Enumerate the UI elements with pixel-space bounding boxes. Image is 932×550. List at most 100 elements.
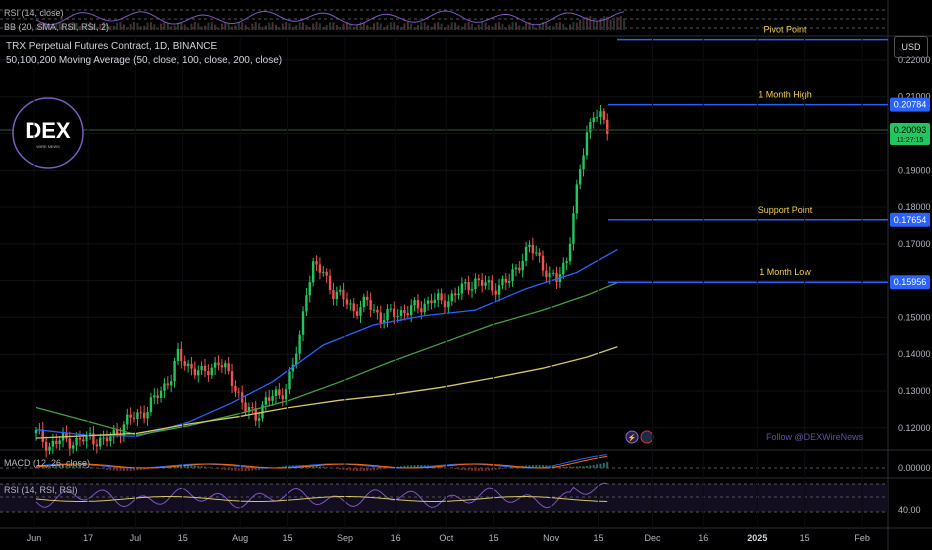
macd-histogram-bar bbox=[48, 466, 51, 468]
candle-body bbox=[82, 439, 85, 442]
top-pane-histogram-bar bbox=[35, 28, 37, 30]
candle-body bbox=[575, 184, 578, 214]
top-pane-histogram-bar bbox=[518, 25, 521, 30]
candle-body bbox=[112, 430, 115, 437]
candle-body bbox=[85, 434, 88, 442]
top-pane-histogram-bar bbox=[339, 26, 342, 30]
top-pane-histogram-bar bbox=[484, 22, 487, 30]
macd-histogram-bar bbox=[362, 468, 365, 471]
top-pane-histogram-bar bbox=[139, 26, 142, 30]
top-pane-histogram-bar bbox=[471, 23, 474, 30]
macd-histogram-bar bbox=[464, 468, 467, 471]
top-pane-histogram-bar bbox=[329, 22, 332, 30]
top-pane-histogram-bar bbox=[261, 26, 264, 30]
candle-body bbox=[322, 271, 325, 273]
price-tick-label: 0.22000 bbox=[898, 55, 931, 65]
top-pane-histogram-bar bbox=[207, 22, 210, 30]
top-pane-histogram-bar bbox=[193, 22, 196, 30]
top-pane-histogram-bar bbox=[575, 22, 578, 30]
rsi-label[interactable]: RSI (14, RSI, RSI) bbox=[4, 485, 78, 495]
ma-indicator-label[interactable]: 50,100,200 Moving Average (50, close, 10… bbox=[6, 55, 283, 66]
logo-text: DEX bbox=[25, 118, 71, 143]
top-pane-histogram-bar bbox=[305, 24, 308, 30]
top-rsi-label[interactable]: RSI (14, close) bbox=[4, 8, 64, 18]
candle-body bbox=[572, 213, 575, 244]
price-tick-label: 0.15000 bbox=[898, 312, 931, 322]
candle-body bbox=[362, 296, 366, 308]
top-pane-histogram-bar bbox=[538, 24, 541, 30]
time-tick-label: 2025 bbox=[747, 533, 767, 543]
top-pane-histogram-bar bbox=[508, 24, 511, 30]
candle-body bbox=[352, 303, 355, 312]
candle-body bbox=[156, 395, 159, 398]
macd-histogram-bar bbox=[481, 468, 484, 471]
candle-body bbox=[382, 320, 386, 323]
candle-body bbox=[491, 280, 494, 291]
time-tick-label: 15 bbox=[282, 533, 292, 543]
time-tick-label: Aug bbox=[232, 533, 248, 543]
candle-body bbox=[41, 429, 44, 442]
candles-group bbox=[34, 104, 609, 458]
last-price-countdown: 11:27:15 bbox=[897, 137, 924, 144]
level-price-tag-text: 0.17654 bbox=[894, 215, 927, 225]
time-tick-label: Jun bbox=[27, 533, 42, 543]
top-pane-histogram-bar bbox=[65, 27, 68, 30]
candle-body bbox=[146, 412, 149, 419]
top-pane-histogram-bar bbox=[75, 22, 78, 30]
top-pane-histogram-bar bbox=[440, 23, 443, 30]
top-pane-histogram-bar bbox=[220, 23, 223, 30]
candle-body bbox=[58, 440, 61, 444]
macd-histogram-bar bbox=[51, 465, 54, 468]
candle-body bbox=[136, 412, 139, 420]
top-pane-histogram-bar bbox=[295, 25, 298, 30]
macd-histogram-bar bbox=[383, 468, 386, 469]
top-bb-label[interactable]: BB (20, SMA, RSI, RSI, 2) bbox=[4, 22, 110, 32]
macd-histogram-bar bbox=[373, 468, 375, 471]
currency-button[interactable]: USD bbox=[894, 36, 928, 58]
candle-body bbox=[193, 368, 197, 376]
top-pane-histogram-bar bbox=[264, 25, 267, 30]
candle-body bbox=[524, 246, 528, 261]
macd-histogram-bar bbox=[460, 468, 463, 470]
last-price-tag bbox=[890, 123, 930, 146]
level-price-tag bbox=[890, 97, 930, 112]
macd-label[interactable]: MACD (12, 26, close) bbox=[4, 458, 91, 468]
macd-tick-label: 0.00000 bbox=[898, 463, 931, 473]
top-pane-histogram-bar bbox=[325, 25, 328, 30]
macd-histogram-bar bbox=[575, 466, 578, 468]
time-tick-label: Nov bbox=[543, 533, 560, 543]
top-pane-histogram-bar bbox=[413, 27, 416, 30]
top-pane-histogram-bar bbox=[393, 22, 396, 30]
macd-histogram-bar bbox=[454, 468, 457, 469]
time-tick-label: 15 bbox=[178, 533, 188, 543]
top-pane-histogram-bar bbox=[555, 22, 558, 30]
candle-body bbox=[399, 310, 403, 316]
macd-histogram-bar bbox=[92, 467, 95, 469]
top-indicator-pane bbox=[0, 9, 888, 30]
candle-body bbox=[48, 446, 51, 451]
macd-histogram-bar bbox=[116, 468, 119, 471]
top-pane-histogram-bar bbox=[599, 18, 602, 30]
top-pane-histogram-bar bbox=[535, 27, 538, 30]
top-pane-histogram-bar bbox=[170, 26, 173, 30]
top-pane-histogram-bar bbox=[612, 20, 615, 30]
candle-body bbox=[403, 310, 406, 314]
macd-histogram-bar bbox=[68, 465, 71, 468]
candle-body bbox=[393, 308, 396, 318]
time-tick-label: 16 bbox=[698, 533, 708, 543]
macd-histogram-bar bbox=[35, 468, 37, 469]
macd-histogram-bar bbox=[55, 465, 58, 468]
macd-histogram-bar bbox=[183, 465, 186, 468]
macd-histogram-bar bbox=[254, 468, 257, 471]
top-pane-histogram-bar bbox=[400, 26, 403, 30]
top-pane-histogram-bar bbox=[285, 22, 288, 30]
candle-body bbox=[115, 430, 119, 435]
top-pane-histogram-bar bbox=[271, 22, 274, 30]
top-pane-histogram-bar bbox=[227, 23, 230, 30]
candle-body bbox=[180, 348, 183, 362]
top-pane-histogram-bar bbox=[582, 20, 585, 30]
candle-body bbox=[423, 303, 426, 313]
macd-histogram-bar bbox=[467, 468, 470, 471]
candle-body bbox=[551, 272, 555, 274]
